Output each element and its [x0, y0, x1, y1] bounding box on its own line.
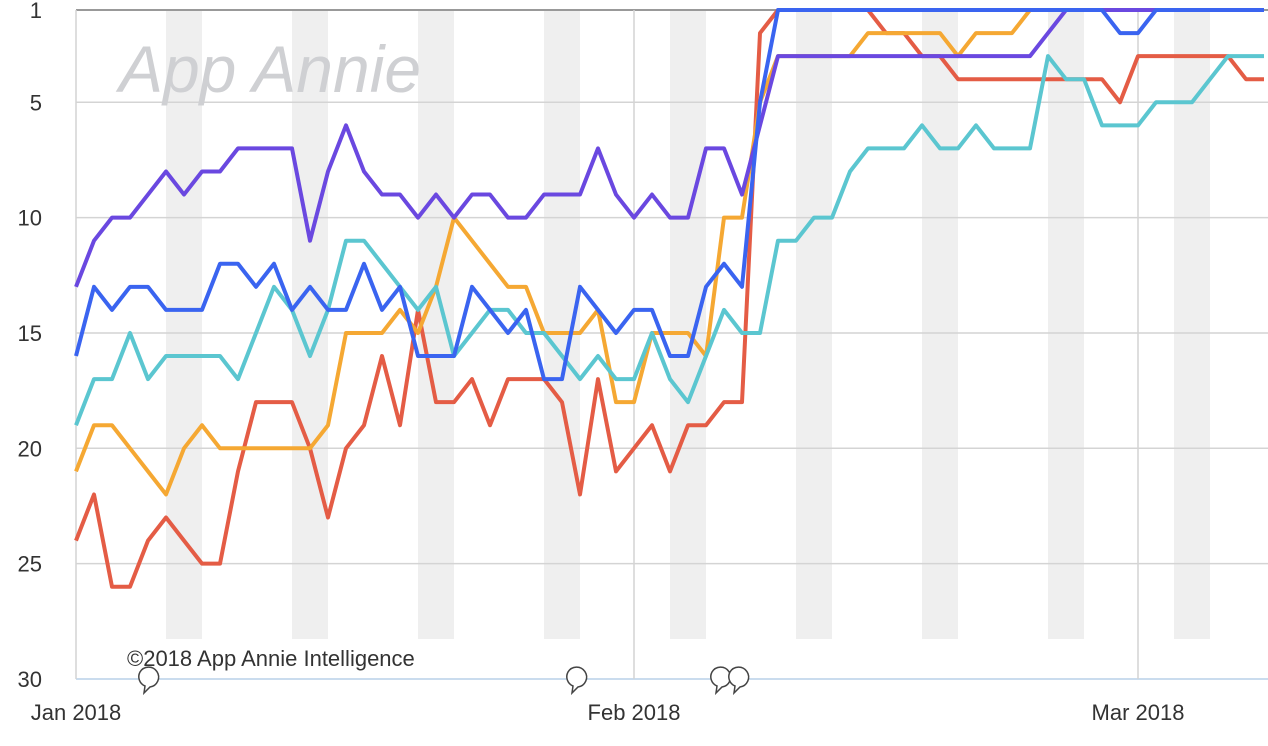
x-tick-label: Mar 2018 [1092, 700, 1185, 725]
weekend-band [1048, 10, 1084, 639]
weekend-band [796, 10, 832, 639]
x-tick-label: Jan 2018 [31, 700, 122, 725]
y-tick-label: 30 [18, 667, 42, 692]
annotation-bg [110, 643, 478, 677]
y-tick-label: 5 [30, 90, 42, 115]
series-line [74, 8, 1264, 382]
weekend-band [166, 10, 202, 639]
weekend-band [1174, 10, 1210, 639]
y-tick-label: 10 [18, 206, 42, 231]
series-line [74, 54, 1264, 426]
weekend-band [670, 10, 706, 639]
y-tick-label: 20 [18, 436, 42, 461]
weekend-band [418, 10, 454, 639]
copyright: ©2018 App Annie Intelligence [127, 646, 415, 671]
comment-icon[interactable] [710, 666, 732, 696]
comment-icon[interactable] [728, 666, 750, 696]
y-tick-label: 25 [18, 552, 42, 577]
weekend-band [922, 10, 958, 639]
x-tick-label: Feb 2018 [588, 700, 681, 725]
comment-icon[interactable] [138, 666, 160, 696]
y-tick-label: 15 [18, 321, 42, 346]
comment-icon[interactable] [566, 666, 588, 696]
watermark: App Annie [115, 32, 421, 106]
y-tick-label: 1 [30, 0, 42, 23]
comment-icons [138, 666, 750, 696]
